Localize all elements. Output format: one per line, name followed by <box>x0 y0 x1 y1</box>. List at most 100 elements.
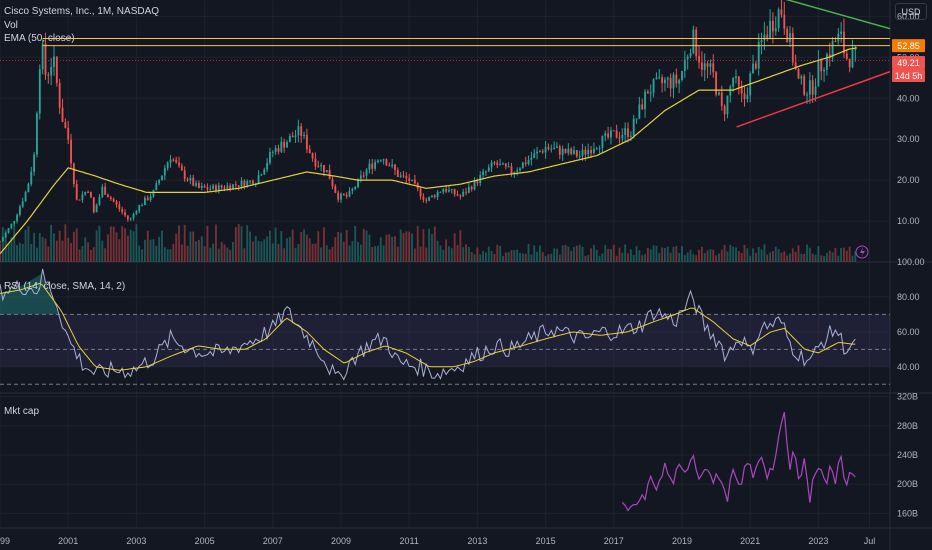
candle-body <box>564 148 567 153</box>
price-tick-label: 10.00 <box>897 216 920 226</box>
candle-body <box>67 127 70 140</box>
volume-bar <box>743 244 746 262</box>
candle-body <box>337 192 340 200</box>
volume-bar <box>58 230 61 262</box>
volume-bar <box>806 244 808 262</box>
rsi-label: RSI (14, close, SMA, 14, 2) <box>4 281 126 292</box>
candle-body <box>112 198 115 202</box>
candle-body <box>436 192 439 198</box>
volume-bar <box>411 233 413 262</box>
candle-body <box>712 63 715 73</box>
lightning-bolt <box>860 247 865 257</box>
volume-bar <box>635 246 638 262</box>
candle-body <box>7 228 10 233</box>
candle-body <box>55 56 58 84</box>
candle-body <box>95 204 98 213</box>
price-badges: 52.85 49.21 14d 5h <box>892 39 925 83</box>
candle-body <box>115 201 118 205</box>
candle-body <box>649 92 652 94</box>
volume-bar <box>348 245 351 262</box>
mktcap-tick-label: 320B <box>897 392 918 402</box>
volume-bar <box>519 252 521 262</box>
volume-bar <box>499 246 502 262</box>
volume-bar <box>149 239 152 262</box>
candle-body <box>723 106 726 115</box>
candle-body <box>664 79 666 84</box>
volume-bar <box>780 252 783 262</box>
candle-body <box>573 150 575 154</box>
volume-bar <box>121 226 124 262</box>
volume-bar <box>18 242 21 262</box>
candle-body <box>732 78 735 87</box>
volume-bar <box>422 229 425 262</box>
candle-body <box>209 188 212 190</box>
candle-body <box>163 168 166 176</box>
candle-body <box>249 180 251 182</box>
volume-bar <box>300 232 303 262</box>
candle-body <box>10 223 13 229</box>
candle-body <box>13 221 16 224</box>
time-tick-label: 2009 <box>331 536 351 546</box>
volume-bar <box>303 229 305 262</box>
candle-body <box>237 185 240 187</box>
volume-bar <box>104 248 107 262</box>
volume-bar <box>161 230 163 262</box>
candle-body <box>700 62 703 70</box>
volume-bar <box>774 246 777 262</box>
volume-bar <box>368 234 371 262</box>
volume-bar <box>516 249 519 262</box>
time-tick-label: 2005 <box>195 536 215 546</box>
candle-body <box>538 151 541 153</box>
volume-bar <box>760 249 763 262</box>
volume-bar <box>317 231 320 262</box>
volume-bar <box>808 247 811 262</box>
candle-body <box>84 191 87 195</box>
volume-bar <box>331 246 334 262</box>
candle-body <box>274 148 277 152</box>
candle-body <box>21 201 24 207</box>
candle-body <box>820 60 823 72</box>
candle-body <box>382 159 385 161</box>
rsi-tick-label: 60.00 <box>897 327 920 337</box>
volume-bar <box>234 227 237 262</box>
volume-bar <box>797 245 800 262</box>
candle-body <box>496 162 499 166</box>
candle-body <box>823 69 825 72</box>
volume-bar <box>223 244 226 262</box>
candle-body <box>570 148 573 154</box>
mktcap-tick-label: 280B <box>897 421 918 431</box>
volume-bar <box>803 253 806 262</box>
volume-bar <box>274 227 277 262</box>
volume-bar <box>564 244 567 262</box>
volume-bar <box>547 254 550 262</box>
volume-bar <box>232 242 234 262</box>
candle-body <box>521 162 524 169</box>
volume-bar <box>604 245 607 262</box>
volume-bar <box>544 255 547 262</box>
candle-body <box>635 118 638 120</box>
volume-bar <box>729 244 732 262</box>
volume-bar <box>13 224 16 262</box>
volume-bar <box>158 236 161 262</box>
candle-body <box>172 159 175 161</box>
volume-bar <box>678 253 681 262</box>
volume-bar <box>206 225 209 262</box>
candle-body <box>527 159 530 164</box>
rsi-tick-label: 80.00 <box>897 292 920 302</box>
volume-bar <box>456 245 459 262</box>
candle-body <box>189 177 192 181</box>
candle-body <box>323 165 325 173</box>
volume-bar <box>820 255 823 262</box>
volume-bar <box>482 250 485 262</box>
candle-body <box>843 31 845 54</box>
candle-body <box>413 179 416 184</box>
candle-body <box>510 166 513 174</box>
candle-body <box>342 193 345 196</box>
volume-bar <box>146 230 149 262</box>
time-tick-label: 2023 <box>808 536 828 546</box>
candle-body <box>689 53 692 57</box>
volume-bar <box>445 239 448 262</box>
currency-button[interactable]: USD <box>895 3 927 20</box>
